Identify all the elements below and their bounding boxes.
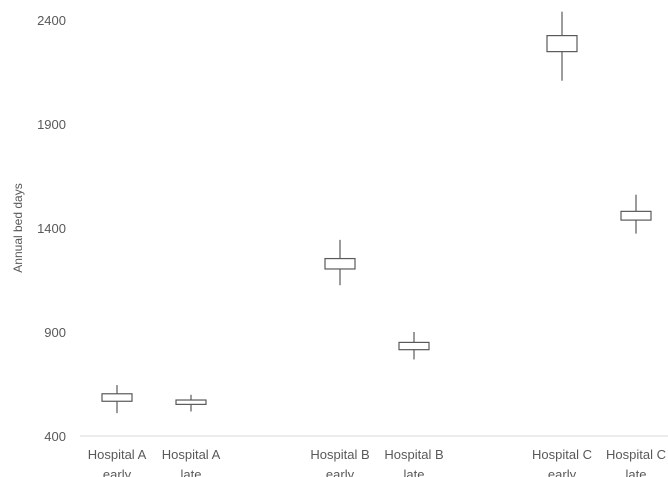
- box-3: [324, 239, 356, 286]
- y-axis-label: Annual bed days: [11, 183, 25, 272]
- box-5: [546, 11, 578, 81]
- y-tick-label: 900: [44, 325, 66, 340]
- y-tick-label: 1400: [37, 221, 66, 236]
- y-tick-label: 400: [44, 429, 66, 444]
- y-tick-label: 2400: [37, 13, 66, 28]
- box-iqr: [620, 210, 652, 221]
- box-2: [175, 394, 207, 412]
- y-tick-label: 1900: [37, 117, 66, 132]
- box-iqr: [398, 341, 430, 351]
- box-iqr: [175, 399, 207, 405]
- box-iqr: [324, 257, 356, 270]
- box-1: [101, 385, 133, 414]
- boxes: [101, 11, 652, 414]
- y-tick-labels: 400 900 1400 1900 2400: [37, 13, 66, 444]
- box-iqr: [101, 393, 133, 402]
- box-4: [398, 332, 430, 360]
- box-6: [620, 194, 652, 234]
- box-iqr: [546, 34, 578, 53]
